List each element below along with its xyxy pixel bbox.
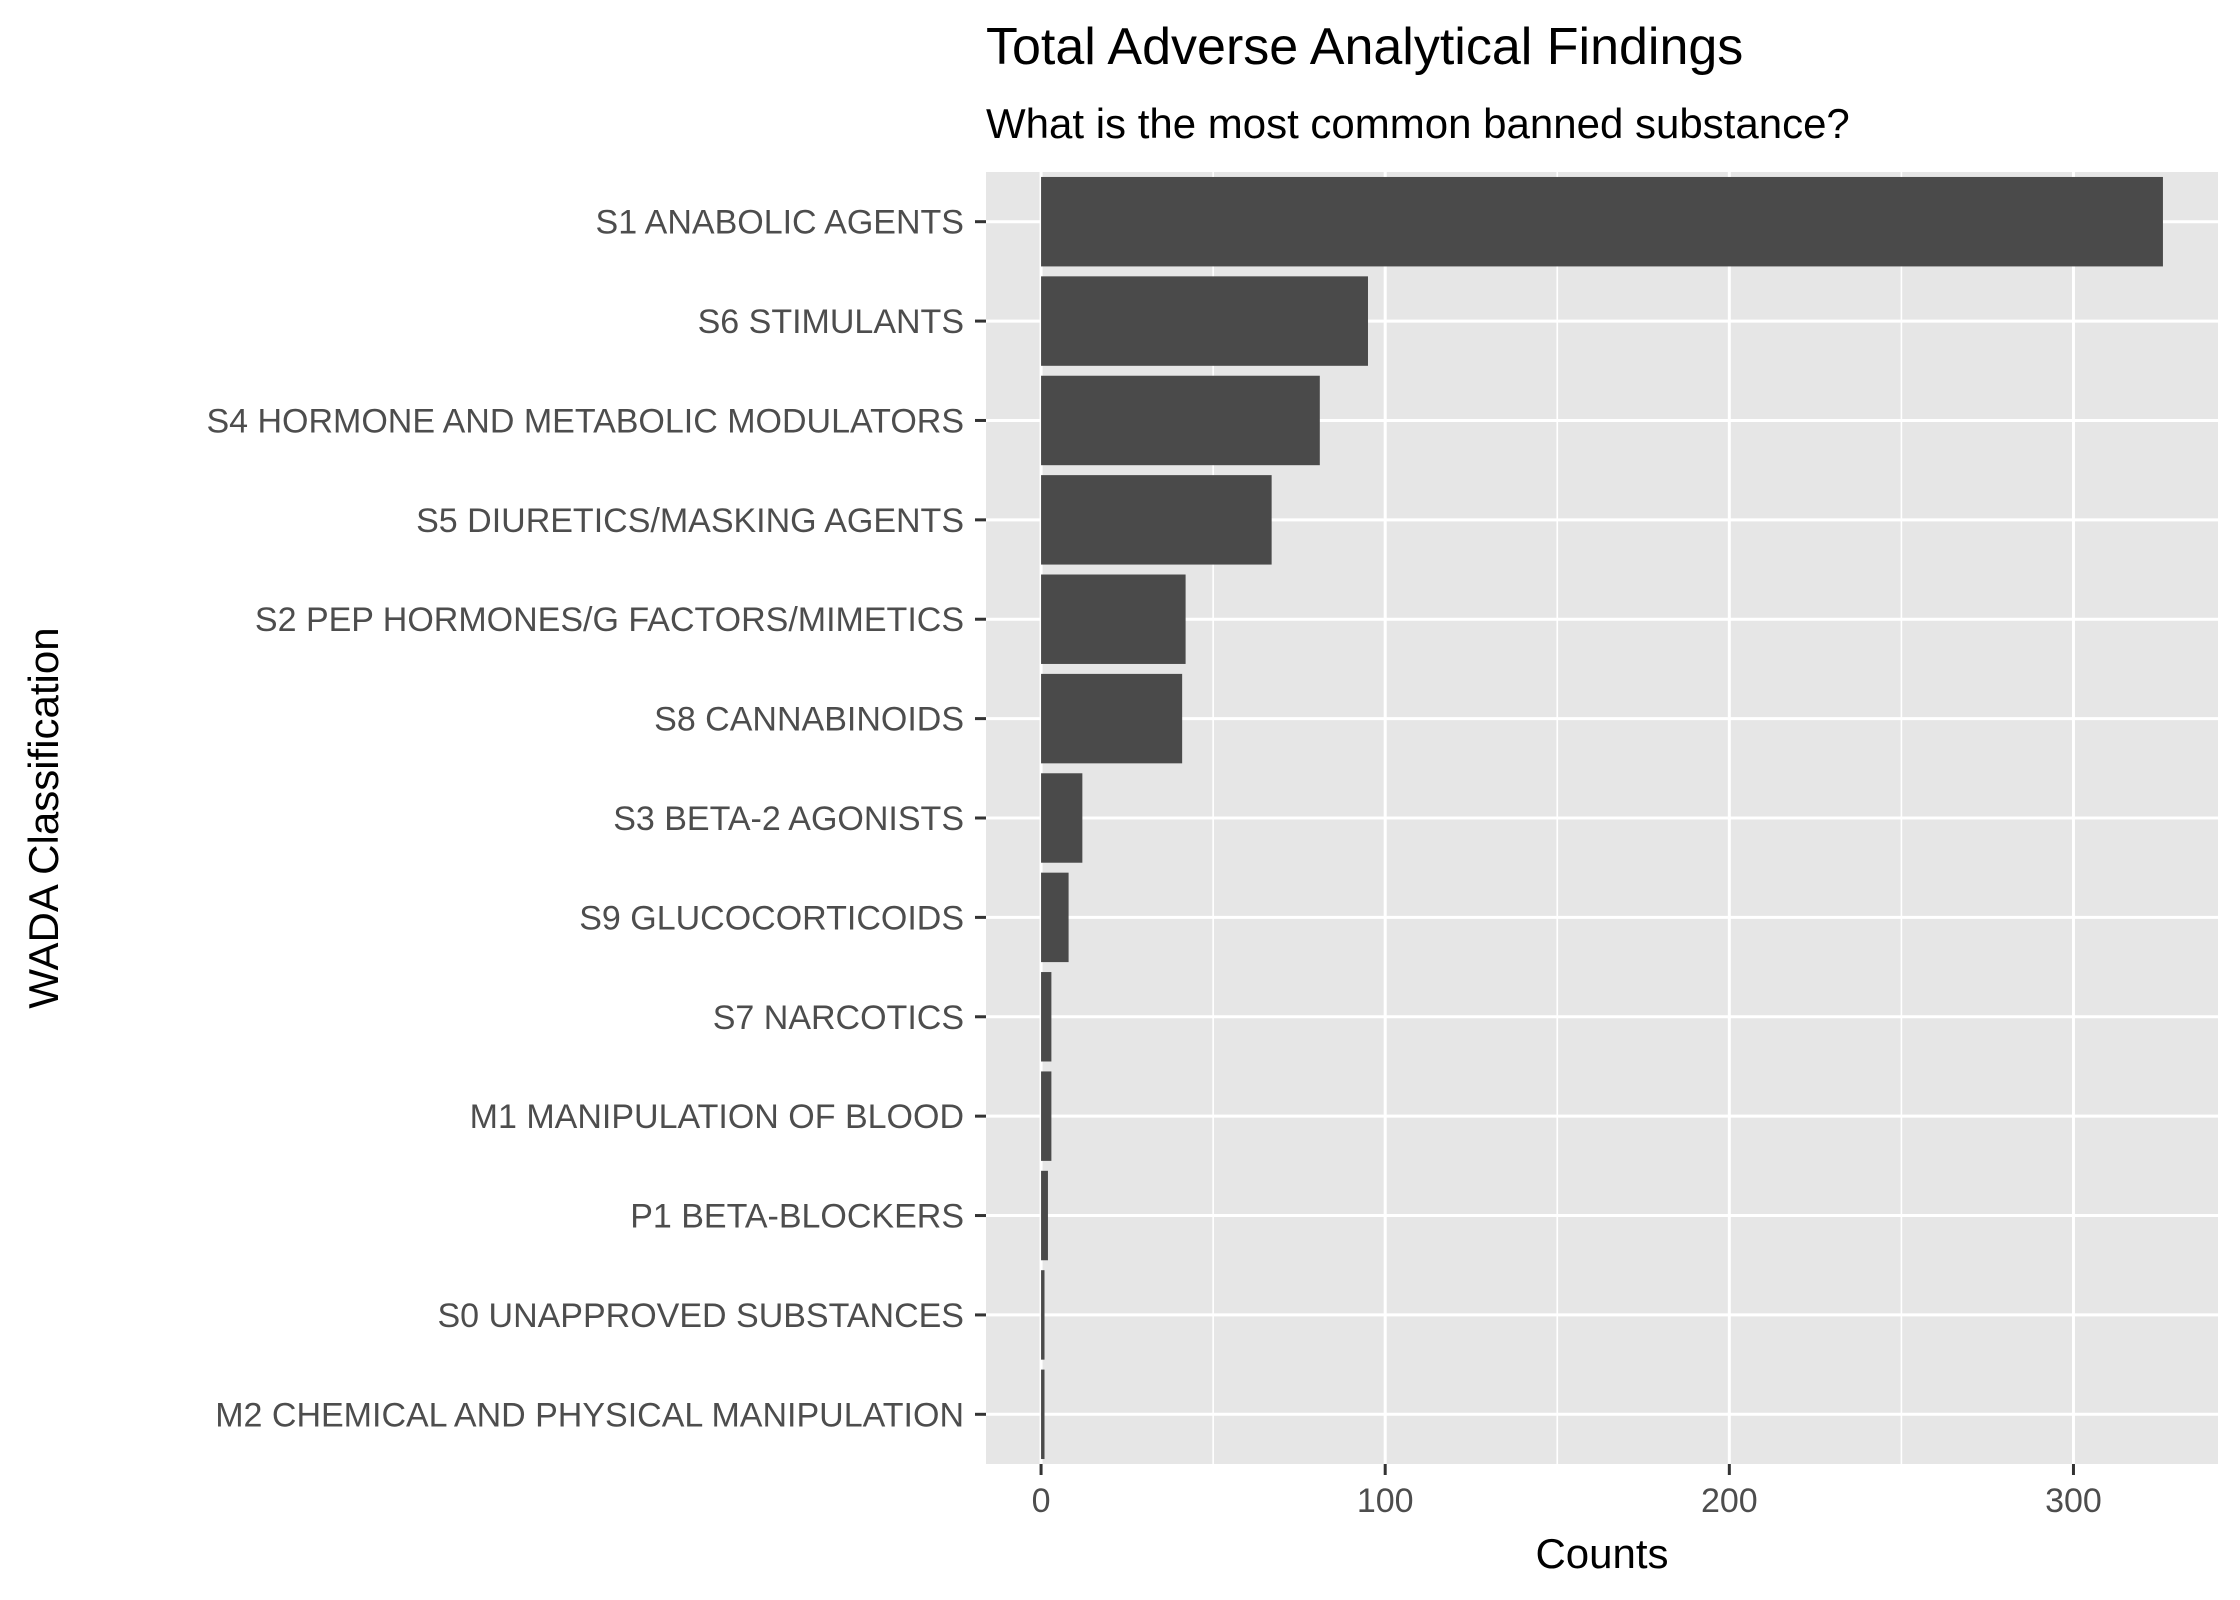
- bar: [1041, 1170, 1048, 1261]
- y-tick-label: S8 CANNABINOIDS: [654, 701, 964, 739]
- bar: [1041, 375, 1320, 466]
- bar: [1041, 972, 1052, 1062]
- y-tick-label: M2 CHEMICAL AND PHYSICAL MANIPULATION: [215, 1396, 964, 1434]
- bar: [1041, 574, 1186, 664]
- y-tick-label: S3 BETA-2 AGONISTS: [613, 800, 964, 838]
- bars-group: [1041, 176, 2163, 1460]
- chart-title: Total Adverse Analytical Findings: [986, 18, 1743, 76]
- x-tick-label: 200: [1701, 1482, 1758, 1520]
- x-tick-label: 100: [1357, 1482, 1414, 1520]
- bar: [1041, 276, 1368, 366]
- bar: [1041, 1369, 1045, 1460]
- y-tick-label: S1 ANABOLIC AGENTS: [596, 204, 964, 242]
- x-tick-label: 0: [1032, 1482, 1051, 1520]
- bar: [1041, 673, 1183, 764]
- y-tick-label: S0 UNAPPROVED SUBSTANCES: [437, 1297, 964, 1335]
- bar: [1041, 1270, 1045, 1360]
- y-tick-label: S4 HORMONE AND METABOLIC MODULATORS: [206, 402, 964, 440]
- x-axis-ticks: 0 100 200 300: [1032, 1464, 2102, 1520]
- y-tick-label: S2 PEP HORMONES/G FACTORS/MIMETICS: [255, 601, 964, 639]
- y-axis-ticks: S1 ANABOLIC AGENTS S6 STIMULANTS S4 HORMON…: [206, 204, 986, 1434]
- y-tick-label: S6 STIMULANTS: [698, 303, 964, 341]
- bar: [1041, 773, 1083, 863]
- chart-subtitle: What is the most common banned substance…: [986, 100, 1850, 147]
- bar: [1041, 872, 1069, 963]
- y-tick-label: M1 MANIPULATION OF BLOOD: [470, 1098, 964, 1136]
- y-axis-title: WADA Classification: [20, 627, 67, 1008]
- x-axis-title: Counts: [1535, 1530, 1668, 1577]
- y-tick-label: P1 BETA-BLOCKERS: [630, 1198, 964, 1236]
- bar: [1041, 1071, 1052, 1161]
- y-tick-label: S5 DIURETICS/MASKING AGENTS: [416, 502, 964, 540]
- x-tick-label: 300: [2045, 1482, 2102, 1520]
- y-tick-label: S7 NARCOTICS: [713, 999, 964, 1037]
- y-tick-label: S9 GLUCOCORTICOIDS: [579, 899, 964, 937]
- bar: [1041, 475, 1272, 565]
- bar: [1041, 176, 2163, 267]
